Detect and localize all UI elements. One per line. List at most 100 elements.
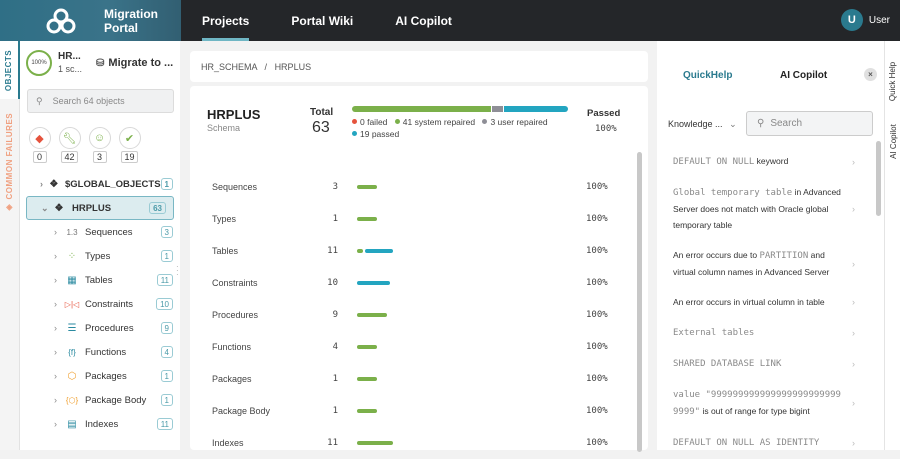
table-row[interactable]: Functions 4 100% — [190, 331, 630, 363]
list-item[interactable]: value "9999999999999999999999999999" is … — [673, 390, 855, 417]
table-row[interactable]: Package Body 1 100% — [190, 395, 630, 427]
strip-tab-quick-help[interactable]: Quick Help — [885, 51, 900, 111]
project-info[interactable]: HR... 1 sc... — [58, 51, 82, 75]
table-row[interactable]: Types 1 100% — [190, 203, 630, 235]
tree-item-indexes[interactable]: › ▤ Indexes 11 — [20, 412, 180, 436]
tab-quickhelp[interactable]: QuickHelp — [683, 70, 733, 81]
filter-passed[interactable]: ✔ 19 — [117, 127, 142, 163]
knowledge-select[interactable]: Knowledge ... ⌄ — [668, 119, 737, 130]
tree-item-count: 1 — [160, 370, 173, 382]
constraint-icon: ▷|◁ — [64, 299, 80, 309]
breadcrumb-schema[interactable]: HR_SCHEMA — [201, 62, 258, 72]
failed-icon: ◆ — [28, 127, 51, 149]
tree-item-label: Indexes — [85, 418, 119, 430]
row-percent: 100% — [586, 182, 608, 192]
row-bar — [357, 345, 377, 349]
tree-item-sequences[interactable]: › 1.3 Sequences 3 — [20, 220, 180, 244]
nav-ai-copilot[interactable]: AI Copilot — [395, 13, 452, 28]
chevron-right-icon[interactable]: › — [54, 275, 57, 285]
row-percent: 100% — [586, 278, 608, 288]
chevron-right-icon[interactable]: › — [54, 419, 57, 429]
resize-handle[interactable]: · · · — [176, 262, 179, 279]
list-item[interactable]: DEFAULT ON NULL keyword › — [657, 146, 867, 177]
row-name: Packages — [212, 374, 252, 384]
main-scrollbar[interactable] — [637, 152, 642, 452]
chevron-right-icon[interactable]: › — [54, 323, 57, 333]
list-item[interactable]: An error occurs in virtual column in tab… — [657, 287, 867, 317]
row-count: 10 — [327, 278, 338, 288]
brand[interactable]: Migration Portal — [0, 0, 181, 41]
user-menu[interactable]: U User — [840, 9, 890, 31]
types-icon: ⁘ — [67, 250, 77, 262]
chevron-down-icon[interactable]: ⌄ — [41, 202, 49, 213]
row-bar — [357, 281, 390, 285]
chevron-right-icon: › — [852, 156, 855, 167]
avatar[interactable]: U — [840, 9, 863, 31]
tree-item-constraints[interactable]: › ▷|◁ Constraints 10 — [20, 292, 180, 316]
help-article-list: DEFAULT ON NULL keyword › Global temporar… — [657, 146, 867, 458]
project-name: HR... — [58, 51, 81, 62]
chevron-right-icon[interactable]: › — [54, 227, 57, 237]
total-label: Total — [310, 107, 334, 118]
chevron-right-icon[interactable]: › — [54, 299, 57, 309]
chevron-right-icon: › — [852, 327, 855, 338]
tree-item-procedures[interactable]: › ☰ Procedures 9 — [20, 316, 180, 340]
tree-item-global-objects[interactable]: › ❖ $GLOBAL_OBJECTS 1 — [20, 172, 180, 196]
list-item[interactable]: SHARED DATABASE LINK › — [657, 348, 867, 379]
table-row[interactable]: Tables 11 100% — [190, 235, 630, 267]
table-row[interactable]: Sequences 3 100% — [190, 171, 630, 203]
list-item[interactable]: External tables › — [657, 317, 867, 348]
strip-tab-label: Quick Help — [888, 61, 898, 101]
user-name[interactable]: User — [868, 14, 890, 26]
tree-item-packages[interactable]: › ⬡ Packages 1 — [20, 364, 180, 388]
row-count: 3 — [332, 182, 338, 192]
help-panel: QuickHelp AI Copilot × Knowledge ... ⌄ ⚲… — [657, 41, 884, 450]
row-percent: 100% — [586, 406, 608, 416]
tab-common-failures[interactable]: ◈ COMMON FAILURES — [0, 111, 20, 211]
row-bar — [357, 441, 393, 445]
package-body-icon: {⬡} — [65, 395, 79, 405]
strip-tab-ai-copilot[interactable]: AI Copilot — [885, 111, 900, 171]
tree-item-functions[interactable]: › {f} Functions 4 — [20, 340, 180, 364]
row-count: 11 — [327, 438, 338, 448]
tree-item-hrplus[interactable]: ⌄ ❖ HRPLUS 63 — [26, 196, 174, 220]
tree-item-package-body[interactable]: › {⬡} Package Body 1 — [20, 388, 180, 412]
help-scrollbar[interactable] — [876, 141, 881, 216]
filter-system-repaired[interactable]: 🔧︎ 42 — [57, 127, 82, 163]
tab-ai-copilot[interactable]: AI Copilot — [780, 70, 828, 81]
filter-failed[interactable]: ◆ 0 — [27, 127, 52, 163]
row-bar — [357, 377, 377, 381]
migrate-target-button[interactable]: ⛁ Migrate to ... — [96, 57, 173, 69]
close-icon[interactable]: × — [864, 68, 877, 81]
tree-item-count: 1 — [160, 250, 173, 262]
table-row[interactable]: Procedures 9 100% — [190, 299, 630, 331]
help-search-placeholder: Search — [770, 118, 803, 129]
table-row[interactable]: Packages 1 100% — [190, 363, 630, 395]
list-item[interactable]: An error occurs due to PARTITION and vir… — [673, 250, 855, 277]
app-title-line1: Migration — [104, 6, 158, 21]
chevron-right-icon[interactable]: › — [54, 371, 57, 381]
breadcrumb: HR_SCHEMA / HRPLUS — [190, 51, 648, 82]
chevron-right-icon[interactable]: › — [54, 251, 57, 261]
chevron-right-icon: › — [852, 437, 855, 448]
help-search-input[interactable]: ⚲ Search — [746, 111, 873, 136]
nav-portal-wiki[interactable]: Portal Wiki — [291, 13, 354, 28]
list-item[interactable]: DEFAULT ON NULL AS IDENTITY › — [657, 427, 867, 458]
knowledge-select-value: Knowledge ... — [668, 119, 723, 129]
chevron-right-icon[interactable]: › — [54, 347, 57, 357]
tree-item-types[interactable]: › ⁘ Types 1 — [20, 244, 180, 268]
chevron-right-icon[interactable]: › — [40, 179, 43, 189]
list-item[interactable]: Global temporary table in Advanced Serve… — [673, 187, 855, 230]
chevron-down-icon: ⌄ — [729, 119, 737, 129]
filter-user-repaired[interactable]: ☺ 3 — [87, 127, 112, 163]
row-percent: 100% — [586, 310, 608, 320]
table-row[interactable]: Constraints 10 100% — [190, 267, 630, 299]
tab-objects[interactable]: OBJECTS — [0, 41, 20, 99]
nav-projects[interactable]: Projects — [181, 0, 270, 41]
project-subtitle: 1 sc... — [58, 64, 83, 74]
table-row[interactable]: Indexes 11 100% — [190, 427, 630, 459]
objects-search-input[interactable]: ⚲ Search 64 objects — [27, 89, 174, 113]
chevron-right-icon[interactable]: › — [54, 395, 57, 405]
tree-item-tables[interactable]: › ▦ Tables 11 — [20, 268, 180, 292]
chevron-right-icon: › — [852, 358, 855, 369]
